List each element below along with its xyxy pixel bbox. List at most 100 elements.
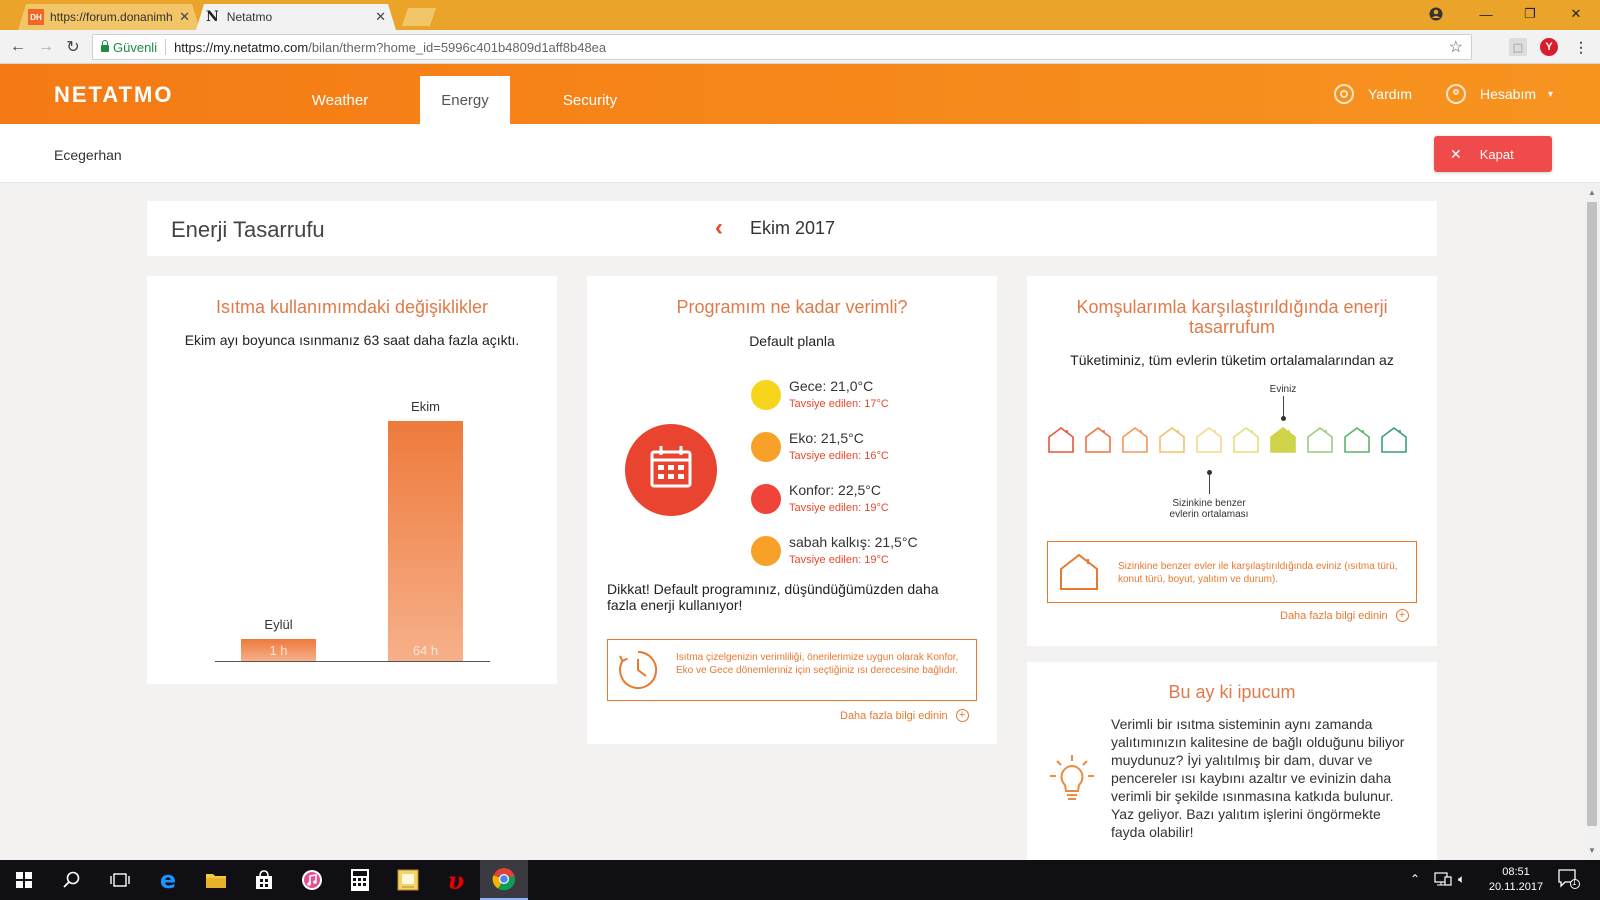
chart-baseline: [215, 661, 490, 662]
comfort-color-dot: [751, 484, 781, 514]
volume-icon[interactable]: 🔈︎: [1458, 872, 1466, 886]
heating-usage-card: Isıtma kullanımımdaki değişiklikler Ekim…: [147, 276, 557, 684]
account-menu[interactable]: Hesabım ▾: [1446, 84, 1553, 104]
night-color-dot: [751, 380, 781, 410]
minimize-icon[interactable]: —: [1479, 6, 1493, 22]
setpoint-wakeup: sabah kalkış: 21,5°C Tavsiye edilen: 19°…: [751, 534, 981, 574]
plus-circle-icon: +: [955, 709, 969, 722]
itunes-icon[interactable]: [288, 860, 336, 900]
house-icon: [1085, 427, 1111, 453]
previous-month-chevron-icon[interactable]: ‹: [715, 214, 723, 241]
show-hidden-icons-chevron-icon[interactable]: ⌃: [1410, 872, 1421, 886]
calculator-icon[interactable]: [336, 860, 384, 900]
restore-icon[interactable]: ❐: [1524, 6, 1536, 21]
plan-name: Default planla: [749, 333, 835, 349]
pdf-extension-icon[interactable]: ⬚: [1509, 38, 1527, 56]
file-explorer-icon[interactable]: [192, 860, 240, 900]
setpoint-night: Gece: 21,0°C Tavsiye edilen: 17°C: [751, 378, 981, 418]
tab-security[interactable]: Security: [562, 91, 618, 109]
help-link[interactable]: Yardım: [1334, 84, 1412, 104]
close-button[interactable]: ✕ Kapat: [1434, 136, 1552, 172]
edge-browser-icon[interactable]: e: [159, 866, 177, 894]
house-icon: [1381, 427, 1407, 453]
browser-tabstrip: DH https://forum.donanimhaber ✕ N Netatm…: [0, 0, 1600, 30]
reload-icon[interactable]: ↻: [66, 39, 80, 56]
setpoint-name: Eko: 21,5°C: [789, 430, 864, 446]
close-window-icon[interactable]: ✕: [1570, 6, 1582, 21]
network-icon[interactable]: [1434, 872, 1452, 889]
setpoint-recommended: Tavsiye edilen: 19°C: [789, 502, 889, 514]
browser-tab-netatmo[interactable]: N Netatmo ✕: [196, 4, 396, 30]
new-tab-button[interactable]: [402, 8, 436, 26]
scroll-up-arrow-icon[interactable]: ▲: [1588, 188, 1596, 197]
card-title: Komşularımla karşılaştırıldığında enerji…: [1076, 297, 1388, 337]
tab-weather[interactable]: Weather: [311, 91, 369, 109]
chrome-icon[interactable]: [480, 860, 528, 900]
your-home-label: Eviniz: [1269, 384, 1297, 395]
search-icon[interactable]: [48, 860, 96, 900]
house-scale: [1027, 276, 1437, 576]
house-icon: [1307, 427, 1333, 453]
your-home-marker-dot: [1281, 416, 1286, 421]
setpoint-name: sabah kalkış: 21,5°C: [789, 534, 918, 550]
tab-energy[interactable]: Energy: [420, 76, 510, 124]
bookmark-star-icon[interactable]: ☆: [1448, 39, 1463, 56]
average-marker-dot: [1207, 470, 1212, 475]
chevron-down-icon: ▾: [1548, 88, 1554, 100]
comparison-info-text: Sizinkine benzer evler ile karşılaştırıl…: [1118, 561, 1398, 585]
yandex-extension-icon[interactable]: Y: [1540, 38, 1558, 56]
house-icon: [1048, 427, 1074, 453]
user-profile-icon[interactable]: [1420, 4, 1452, 24]
card-title: Isıtma kullanımımdaki değişiklikler: [215, 297, 489, 317]
tip-text: Verimli bir ısıtma sisteminin aynı zaman…: [1111, 716, 1405, 840]
home-bar: Ecegerhan ✕ Kapat: [0, 124, 1600, 183]
setpoint-name: Konfor: 22,5°C: [789, 482, 881, 498]
efficiency-info-box: Isıtma çizelgenizin verimliliği, önerile…: [607, 639, 977, 701]
page-scrollbar[interactable]: ▲ ▼: [1584, 184, 1600, 860]
clock-time: 08:51: [1502, 866, 1530, 878]
page-title: Enerji Tasarrufu: [171, 217, 325, 242]
system-clock[interactable]: 08:51 20.11.2017: [1486, 865, 1546, 895]
windows-start-icon[interactable]: [0, 860, 48, 900]
scrollbar-thumb[interactable]: [1587, 202, 1597, 826]
monthly-tip-card: Bu ay ki ipucum Verimli bir ısıtma siste…: [1027, 662, 1437, 860]
clock-date: 20.11.2017: [1488, 881, 1544, 893]
efficiency-info-text: Isıtma çizelgenizin verimliliği, önerile…: [676, 652, 959, 676]
lifebuoy-icon: [1334, 84, 1354, 104]
task-view-icon[interactable]: [96, 860, 144, 900]
netatmo-logo[interactable]: NETATMO: [54, 82, 174, 107]
learn-more-link[interactable]: Daha fazla bilgi edinin +: [1280, 609, 1409, 622]
home-name: Ecegerhan: [54, 147, 122, 163]
category-label-eylul: Eylül: [264, 617, 293, 632]
notes-app-icon[interactable]: [384, 860, 432, 900]
house-icon: [1196, 427, 1222, 453]
windows-taskbar: e υ ⌃ 🔈︎ 08:51 20.11.2017 1: [0, 860, 1600, 900]
store-icon[interactable]: [240, 860, 288, 900]
action-center-icon[interactable]: 1: [1558, 869, 1580, 892]
efficiency-warning: Dikkat! Default programınız, düşündüğümü…: [607, 581, 939, 613]
back-arrow-icon[interactable]: ←: [10, 38, 26, 55]
user-icon: [1446, 84, 1466, 104]
browser-menu-icon[interactable]: ⋮: [1574, 38, 1588, 55]
url-host: https://my.netatmo.com: [174, 39, 309, 55]
url-separator: [165, 39, 167, 55]
close-tab-icon[interactable]: ✕: [375, 9, 386, 24]
house-icon: [1233, 427, 1259, 453]
account-label: Hesabım: [1480, 86, 1537, 102]
close-label: Kapat: [1479, 146, 1514, 162]
house-outline-icon: [1060, 553, 1098, 590]
setpoint-recommended: Tavsiye edilen: 17°C: [789, 398, 889, 410]
scroll-down-arrow-icon[interactable]: ▼: [1588, 846, 1596, 855]
browser-toolbar: ← → ↻ Güvenli https://my.netatmo.com/bil…: [0, 30, 1600, 64]
tab-title: Netatmo: [226, 10, 273, 24]
setpoint-eco: Eko: 21,5°C Tavsiye edilen: 16°C: [751, 430, 981, 470]
notification-count: 1: [1572, 878, 1577, 887]
browser-tab-forum[interactable]: DH https://forum.donanimhaber ✕: [18, 4, 200, 30]
address-bar[interactable]: Güvenli https://my.netatmo.com/bilan/the…: [92, 34, 1472, 60]
comparison-summary: Tüketiminiz, tüm evlerin tüketim ortalam…: [1070, 352, 1394, 368]
your-home-icon: [1270, 427, 1296, 453]
forward-arrow-icon[interactable]: →: [38, 38, 54, 55]
vodafone-app-icon[interactable]: υ: [447, 865, 465, 895]
learn-more-link[interactable]: Daha fazla bilgi edinin +: [840, 709, 969, 722]
close-tab-icon[interactable]: ✕: [179, 9, 190, 24]
